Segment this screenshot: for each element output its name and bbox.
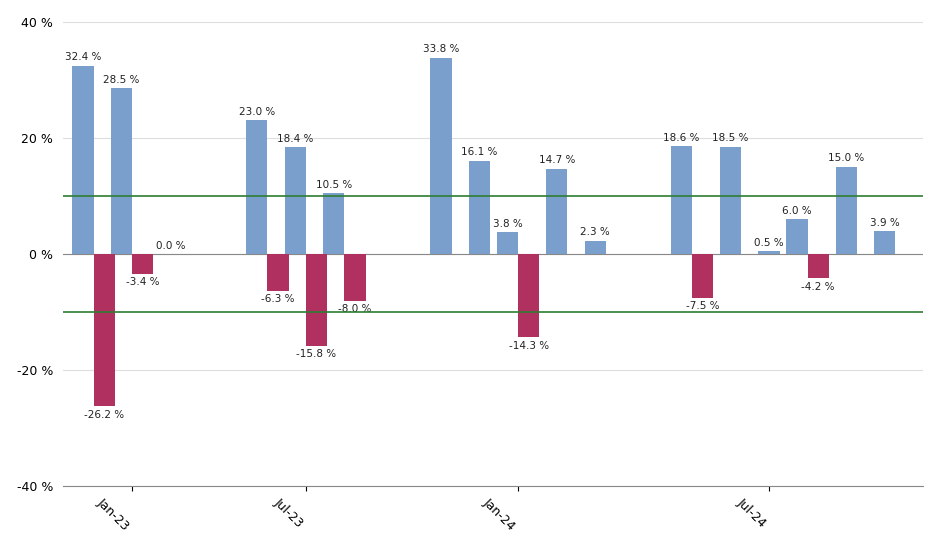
Text: -4.2 %: -4.2 % xyxy=(802,282,835,292)
Text: -3.4 %: -3.4 % xyxy=(126,277,160,287)
Text: 28.5 %: 28.5 % xyxy=(103,75,140,85)
Bar xyxy=(585,241,606,254)
Bar xyxy=(469,161,490,254)
Text: 16.1 %: 16.1 % xyxy=(462,147,497,157)
Text: 18.4 %: 18.4 % xyxy=(277,134,313,144)
Bar xyxy=(874,232,896,254)
Text: -8.0 %: -8.0 % xyxy=(338,304,372,314)
Text: -6.3 %: -6.3 % xyxy=(261,294,294,304)
Bar xyxy=(431,58,451,254)
Text: -15.8 %: -15.8 % xyxy=(296,349,337,359)
Bar xyxy=(94,254,115,406)
Text: 10.5 %: 10.5 % xyxy=(316,180,352,190)
Bar xyxy=(323,193,344,254)
Text: 32.4 %: 32.4 % xyxy=(65,52,102,62)
Text: 14.7 %: 14.7 % xyxy=(539,155,575,165)
Bar xyxy=(546,169,568,254)
Bar xyxy=(759,251,779,254)
Bar xyxy=(720,147,741,254)
Text: -14.3 %: -14.3 % xyxy=(509,340,549,351)
Text: 23.0 %: 23.0 % xyxy=(239,107,274,117)
Text: 18.6 %: 18.6 % xyxy=(663,133,699,142)
Bar xyxy=(670,146,692,254)
Text: 2.3 %: 2.3 % xyxy=(580,227,610,237)
Bar xyxy=(246,120,267,254)
Bar xyxy=(497,232,518,254)
Bar xyxy=(72,66,94,254)
Bar xyxy=(133,254,153,274)
Text: -26.2 %: -26.2 % xyxy=(85,410,124,420)
Text: 0.5 %: 0.5 % xyxy=(754,238,784,248)
Text: 15.0 %: 15.0 % xyxy=(828,153,864,163)
Text: -7.5 %: -7.5 % xyxy=(685,301,719,311)
Text: 6.0 %: 6.0 % xyxy=(782,206,812,216)
Text: 18.5 %: 18.5 % xyxy=(713,133,748,143)
Text: 3.8 %: 3.8 % xyxy=(493,218,523,228)
Text: 0.0 %: 0.0 % xyxy=(156,240,185,251)
Bar xyxy=(306,254,327,346)
Bar xyxy=(518,254,540,337)
Bar xyxy=(836,167,856,254)
Bar xyxy=(344,254,366,300)
Bar xyxy=(807,254,829,278)
Bar xyxy=(267,254,289,291)
Text: 3.9 %: 3.9 % xyxy=(870,218,900,228)
Bar xyxy=(285,147,306,254)
Bar xyxy=(692,254,713,298)
Bar xyxy=(787,219,807,254)
Text: 33.8 %: 33.8 % xyxy=(423,44,459,54)
Bar xyxy=(111,89,133,254)
